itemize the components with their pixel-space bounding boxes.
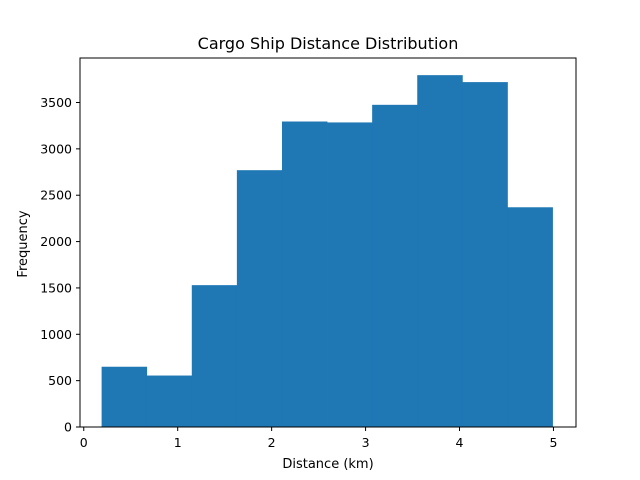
x-axis: 0 1 2 3 4 5	[80, 427, 557, 450]
y-tick-label: 1500	[40, 280, 72, 295]
histogram-bar-9	[507, 207, 553, 427]
x-tick-label: 5	[549, 435, 557, 450]
x-tick-label: 3	[362, 435, 370, 450]
y-axis-label: Frequency	[16, 210, 31, 277]
histogram-bar-5	[327, 122, 373, 428]
histogram-bar-7	[417, 75, 463, 427]
y-tick-label: 3000	[40, 141, 72, 156]
x-tick-label: 0	[80, 435, 88, 450]
y-axis: 0 500 1000 1500 2000 2500 3000 3500	[40, 95, 80, 435]
chart-title: Cargo Ship Distance Distribution	[198, 34, 459, 53]
histogram-bar-1	[146, 375, 193, 427]
x-tick-label: 4	[456, 435, 464, 450]
y-tick-label: 500	[48, 373, 72, 388]
y-tick-label: 3500	[40, 95, 72, 110]
histogram-bar-3	[236, 170, 283, 427]
y-tick-label: 1000	[40, 327, 72, 342]
histogram-bar-4	[281, 121, 328, 428]
y-tick-label: 2000	[40, 234, 72, 249]
histogram-bar-6	[372, 104, 418, 428]
y-tick-label: 2500	[40, 188, 72, 203]
bars-group	[101, 75, 553, 428]
histogram-bar-2	[191, 285, 238, 427]
plot-frame	[79, 57, 577, 428]
x-tick-label: 1	[174, 435, 182, 450]
x-tick-label: 2	[268, 435, 276, 450]
y-tick-label: 0	[64, 420, 72, 435]
histogram-bar-0	[101, 366, 148, 427]
histogram-bar-8	[462, 82, 508, 427]
x-axis-label: Distance (km)	[282, 457, 373, 472]
